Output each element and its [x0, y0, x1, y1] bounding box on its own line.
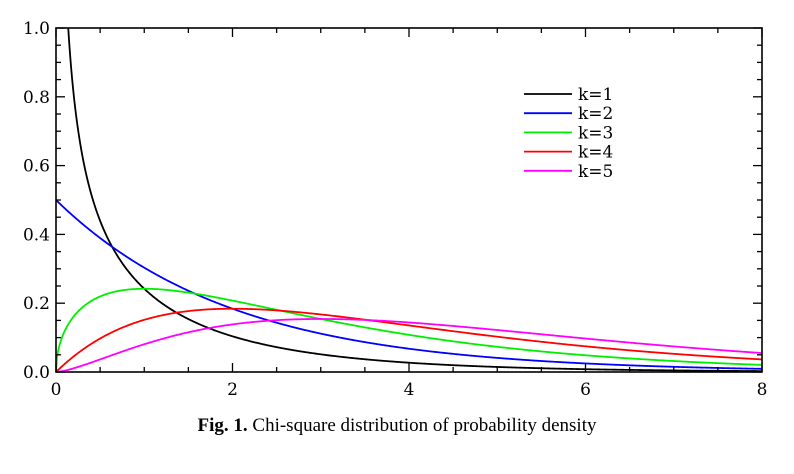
legend-label: k=1	[578, 85, 613, 105]
x-tick-label: 0	[51, 380, 62, 400]
series-line-k5	[56, 318, 762, 372]
legend-label: k=5	[578, 162, 613, 182]
y-tick-label: 0.8	[23, 88, 50, 108]
chi-square-chart: 0 2 4 6 8 0.0 0.2 0.4 0.6 0.8 1.0 k=1k=2k=3k=4k=5	[23, 19, 767, 400]
y-tick-label: 0.0	[23, 363, 50, 383]
y-tick-label: 0.4	[23, 225, 50, 245]
plot-frame	[55, 27, 763, 373]
legend: k=1k=2k=3k=4k=5	[524, 85, 613, 182]
axis-ticks	[55, 27, 763, 373]
caption-text: Chi-square distribution of probability d…	[247, 415, 597, 436]
y-tick-label: 0.2	[23, 294, 50, 314]
x-tick-label: 6	[580, 380, 591, 400]
caption-label: Fig. 1.	[197, 415, 248, 436]
legend-label: k=3	[578, 123, 613, 143]
legend-label: k=2	[578, 104, 613, 124]
x-tick-label: 8	[757, 380, 768, 400]
plot-curves	[56, 28, 762, 372]
series-line-k1	[67, 28, 762, 372]
y-tick-label: 1.0	[23, 19, 50, 39]
series-line-k3	[56, 287, 762, 372]
legend-label: k=4	[578, 143, 613, 163]
axis-tick-labels: 0 2 4 6 8 0.0 0.2 0.4 0.6 0.8 1.0	[23, 19, 767, 400]
x-tick-label: 2	[227, 380, 238, 400]
series-line-k2	[56, 199, 762, 370]
figure-caption: Fig. 1. Chi-square distribution of proba…	[0, 415, 794, 437]
series-line-k4	[56, 307, 762, 372]
x-tick-label: 4	[404, 380, 415, 400]
y-tick-label: 0.6	[23, 157, 50, 177]
